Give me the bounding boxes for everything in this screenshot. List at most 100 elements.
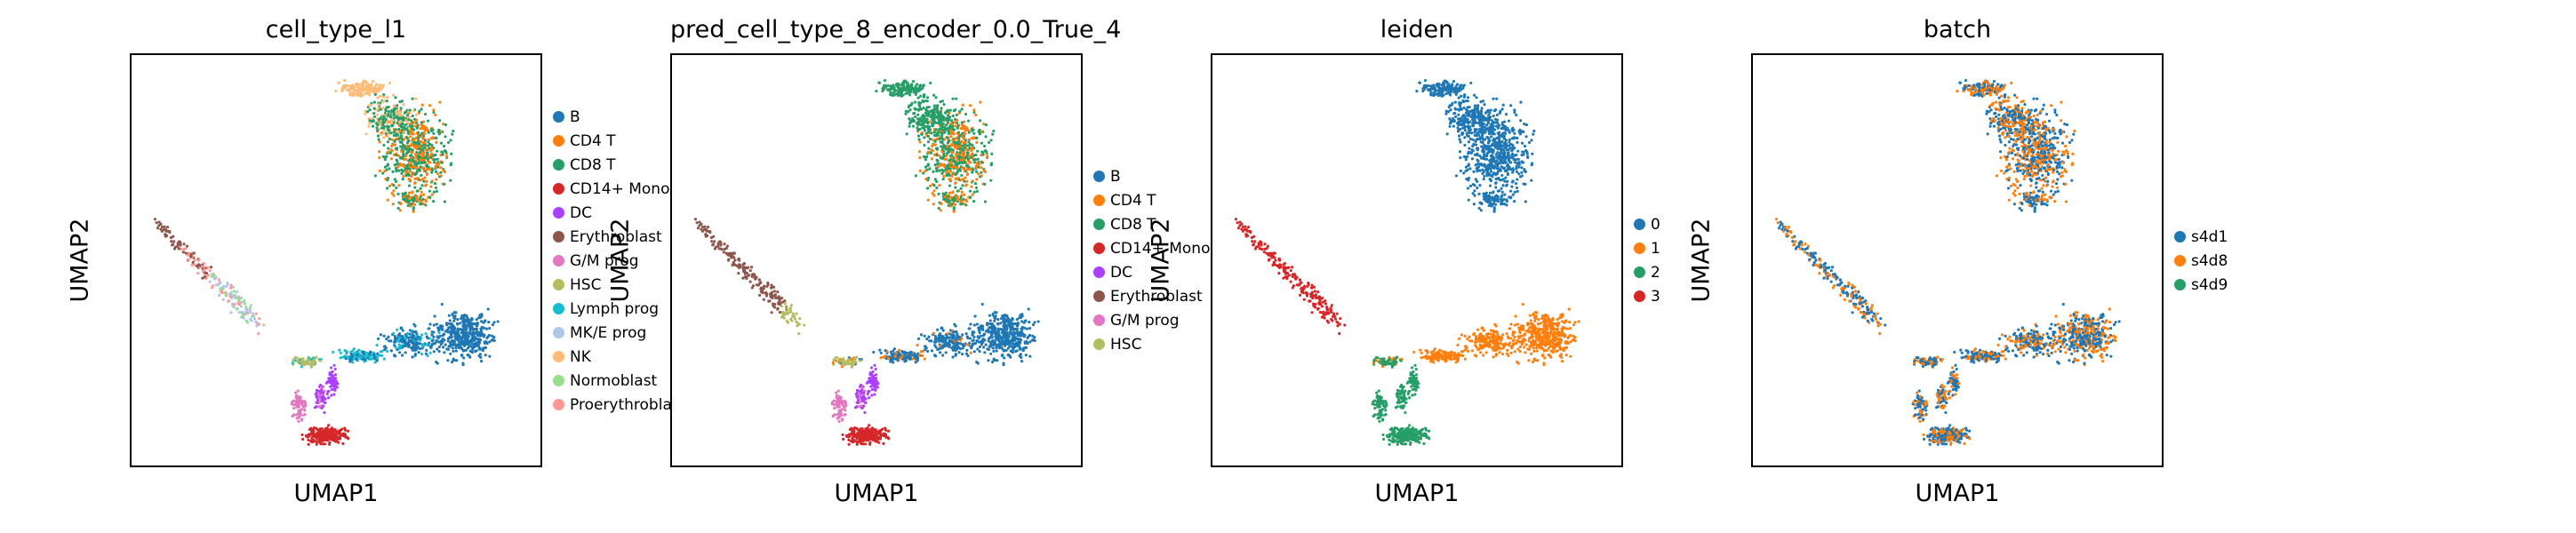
cell-point (417, 131, 420, 134)
cell-point (459, 322, 462, 325)
cell-point (982, 123, 986, 126)
cell-point (764, 291, 767, 295)
cell-point (413, 346, 417, 350)
cell-point (244, 319, 248, 322)
cell-point (948, 184, 952, 187)
cell-point (980, 130, 984, 133)
cell-point (415, 150, 419, 155)
cell-point (948, 124, 952, 128)
cell-point (761, 290, 764, 293)
cell-point (176, 242, 180, 245)
cell-point (896, 89, 900, 92)
cell-point (449, 179, 452, 182)
cell-point (428, 104, 432, 107)
cell-point (891, 354, 895, 357)
cell-point (407, 343, 412, 347)
cell-point (414, 137, 418, 140)
legend-marker (553, 303, 564, 314)
cell-point (863, 410, 867, 415)
cell-point (1024, 319, 1028, 322)
cell-point (955, 155, 958, 159)
cell-point (412, 141, 416, 146)
cell-point (392, 131, 396, 134)
cell-point (460, 353, 464, 357)
cell-point (409, 119, 413, 123)
cell-point (366, 88, 371, 91)
cell-point (391, 118, 396, 123)
cell-point (399, 145, 403, 148)
cell-point (468, 354, 471, 358)
cell-point (367, 93, 372, 97)
cell-point (387, 129, 390, 132)
cell-point (989, 340, 993, 345)
cell-point (398, 116, 402, 121)
cell-point (743, 275, 747, 279)
cell-point (442, 144, 446, 148)
cell-point (396, 133, 400, 137)
cell-point (763, 284, 766, 288)
cell-point (316, 393, 320, 396)
cell-point (922, 106, 925, 110)
cell-point (931, 138, 934, 141)
cell-point (933, 337, 938, 340)
cell-point (956, 139, 960, 143)
cell-point (914, 92, 917, 97)
cell-point (463, 318, 467, 322)
cell-point (385, 96, 389, 99)
cell-point (969, 351, 972, 354)
cell-point (966, 343, 970, 346)
cell-point (415, 332, 419, 336)
cell-point (951, 355, 955, 359)
cell-point (419, 158, 423, 162)
cell-point (875, 431, 878, 434)
cell-point (748, 269, 752, 273)
cell-point (1008, 354, 1012, 358)
cell-point (933, 139, 937, 143)
cell-point (420, 139, 423, 143)
cell-point (796, 324, 799, 328)
cell-point (906, 91, 909, 94)
cell-point (909, 103, 913, 107)
cell-point (421, 203, 426, 206)
cell-point (876, 435, 879, 439)
cell-point (390, 192, 394, 195)
cell-point (995, 311, 998, 314)
cell-point (309, 364, 313, 368)
cell-point (795, 312, 798, 315)
cell-point (1005, 328, 1009, 331)
cell-point (943, 165, 947, 169)
cell-point (307, 442, 310, 446)
cell-point (425, 147, 428, 152)
cell-point (372, 107, 376, 110)
cell-point (717, 247, 721, 251)
legend-label: Lymph prog (570, 299, 660, 318)
cell-point (937, 133, 940, 137)
cell-point (324, 427, 327, 431)
cell-point (975, 322, 979, 326)
cell-point (302, 406, 306, 410)
cell-point (453, 317, 457, 321)
cell-point (400, 122, 404, 125)
cell-point (1018, 316, 1021, 320)
cell-point (733, 259, 737, 262)
cell-point (860, 442, 864, 446)
cell-point (312, 360, 316, 363)
cell-point (479, 360, 484, 363)
cell-point (393, 163, 396, 167)
cell-point (324, 401, 327, 405)
cell-point (442, 346, 445, 349)
cell-point (874, 376, 878, 380)
cell-point (858, 404, 861, 409)
cell-point (387, 176, 390, 179)
cell-point (1026, 336, 1029, 340)
cell-point (427, 138, 430, 141)
cell-point (376, 107, 380, 111)
cell-point (952, 128, 956, 131)
cell-point (254, 312, 258, 315)
cell-point (914, 115, 917, 118)
cell-point (713, 240, 716, 243)
cell-point (964, 131, 967, 135)
cell-point (971, 152, 974, 155)
cell-point (479, 355, 483, 359)
cell-point (219, 281, 222, 284)
